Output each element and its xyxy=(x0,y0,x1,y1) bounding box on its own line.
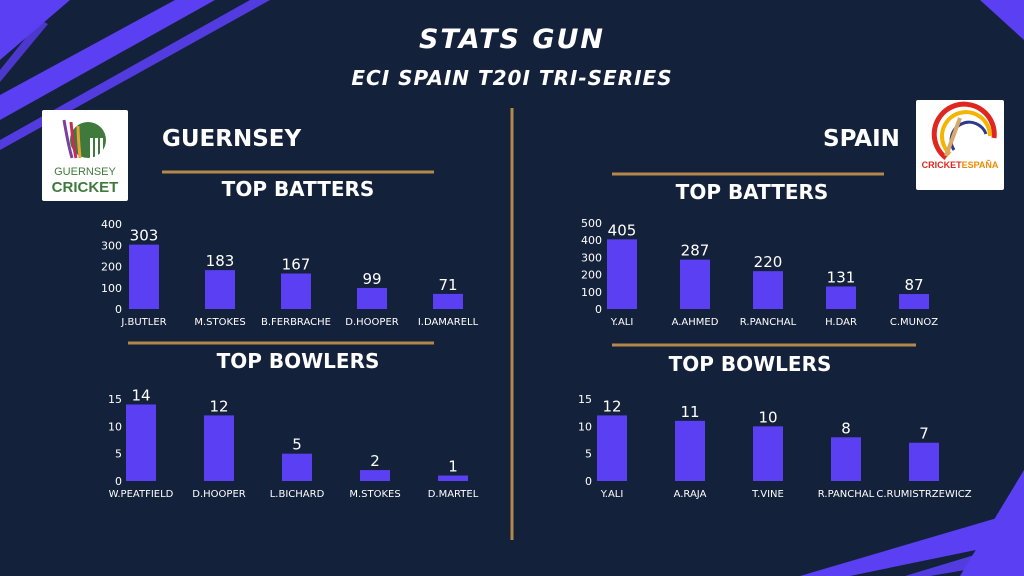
guernsey-bowlers-bar xyxy=(204,415,234,481)
guernsey-bowlers-data-label: 1 xyxy=(448,458,458,476)
guernsey-batters-bar xyxy=(281,273,311,309)
guernsey-batters-ytick: 200 xyxy=(101,261,122,274)
spain-team-name: SPAIN xyxy=(823,126,900,152)
guernsey-bowlers-heading: TOP BOWLERS xyxy=(216,349,380,373)
guernsey-bowlers-ytick: 10 xyxy=(108,420,122,433)
spain-batters-bar xyxy=(826,286,856,309)
spain-batters-data-label: 287 xyxy=(681,242,710,260)
guernsey-bowlers-bar xyxy=(126,404,156,481)
spain-logo-text: CRICKETESPAÑA xyxy=(916,160,1004,170)
spain-batters-ytick: 500 xyxy=(581,217,602,230)
spain-batters-ytick: 100 xyxy=(581,286,602,299)
guernsey-batters-ytick: 300 xyxy=(101,239,122,252)
guernsey-batters-ytick: 100 xyxy=(101,282,122,295)
spain-bowlers-ytick: 10 xyxy=(578,420,592,433)
spain-bowlers-category-label: R.PANCHAL xyxy=(818,489,875,500)
guernsey-batters-bar xyxy=(205,270,235,309)
spain-bowlers-bar xyxy=(597,415,627,481)
guernsey-batters-category-label: M.STOKES xyxy=(194,317,245,328)
guernsey-batters-data-label: 303 xyxy=(130,227,159,245)
spain-bowlers-category-label: C.RUMISTRZEWICZ xyxy=(876,489,971,500)
spain-logo-emblem xyxy=(931,101,997,160)
spain-batters-data-label: 131 xyxy=(827,268,856,286)
guernsey-batters-data-label: 167 xyxy=(282,256,311,274)
spain-bowlers-ytick: 5 xyxy=(585,448,592,461)
spain-bowlers-bar xyxy=(753,426,783,481)
spain-bowlers-bar xyxy=(675,420,705,481)
spain-bowlers-data-label: 12 xyxy=(602,397,621,415)
spain-batters-ytick: 200 xyxy=(581,269,602,282)
guernsey-bowlers-data-label: 5 xyxy=(292,436,302,454)
spain-batters-ytick: 0 xyxy=(595,303,602,316)
spain-bowlers-data-label: 11 xyxy=(680,403,699,421)
guernsey-bowlers-ytick: 0 xyxy=(115,475,122,488)
guernsey-bowlers-category-label: D.HOOPER xyxy=(192,489,245,500)
guernsey-cricket-logo: GUERNSEY CRICKET xyxy=(42,110,128,201)
guernsey-batters-ytick: 400 xyxy=(101,218,122,231)
charts-layer: 0100200300400303J.BUTLER183M.STOKES167B.… xyxy=(101,217,972,500)
page-title: STATS GUN xyxy=(418,24,606,55)
guernsey-logo-line2: CRICKET xyxy=(51,179,119,196)
spain-bowlers-data-label: 8 xyxy=(841,419,851,437)
spain-bowlers-bar xyxy=(831,437,861,481)
guernsey-bowlers-category-label: W.PEATFIELD xyxy=(109,489,174,500)
guernsey-bowlers-data-label: 2 xyxy=(370,452,380,470)
guernsey-logo-line1: GUERNSEY xyxy=(54,166,116,178)
spain-bowlers-category-label: A.RAJA xyxy=(674,489,707,500)
spain-bowlers-category-label: T.VINE xyxy=(751,489,784,500)
spain-batters-category-label: R.PANCHAL xyxy=(740,317,797,328)
spain-bowlers-bar xyxy=(909,442,939,481)
spain-batters-bar xyxy=(680,259,710,309)
guernsey-bowlers-category-label: M.STOKES xyxy=(349,489,400,500)
guernsey-batters-data-label: 71 xyxy=(438,276,457,294)
spain-batters-data-label: 220 xyxy=(754,253,783,271)
spain-batters-ytick: 400 xyxy=(581,234,602,247)
guernsey-batters-category-label: J.BUTLER xyxy=(120,317,166,328)
spain-bowlers-category-label: Y.ALI xyxy=(600,489,624,500)
guernsey-batters-data-label: 183 xyxy=(206,252,235,270)
guernsey-bowlers-bar xyxy=(282,453,312,481)
guernsey-bowlers-category-label: L.BICHARD xyxy=(270,489,325,500)
spain-batters-heading: TOP BATTERS xyxy=(675,180,829,204)
spain-batters-category-label: C.MUNOZ xyxy=(890,317,938,328)
spain-bowlers-ytick: 15 xyxy=(578,393,592,406)
spain-bowlers-ytick: 0 xyxy=(585,475,592,488)
guernsey-team-name: GUERNSEY xyxy=(162,126,302,152)
guernsey-batters-category-label: I.DAMARELL xyxy=(418,317,479,328)
guernsey-batters-bar xyxy=(433,293,463,309)
spain-logo-text-orange: ESPAÑA xyxy=(961,160,999,170)
guernsey-bowlers-data-label: 14 xyxy=(131,386,150,404)
spain-batters-category-label: H.DAR xyxy=(825,317,857,328)
guernsey-bowlers-bar xyxy=(438,475,468,481)
spain-batters-data-label: 405 xyxy=(608,221,637,239)
guernsey-batters-category-label: D.HOOPER xyxy=(345,317,398,328)
guernsey-batters-bar xyxy=(357,287,387,309)
spain-batters-bar xyxy=(607,239,637,309)
guernsey-batters-category-label: B.FERBRACHE xyxy=(261,317,331,328)
cricket-espana-logo: CRICKETESPAÑA xyxy=(916,100,1004,190)
spain-logo-text-red: CRICKET xyxy=(921,160,962,170)
guernsey-logo-emblem xyxy=(62,119,106,159)
guernsey-bowlers-category-label: D.MARTEL xyxy=(428,489,479,500)
spain-bowlers-data-label: 7 xyxy=(919,425,929,443)
guernsey-bowlers-data-label: 12 xyxy=(209,397,228,415)
spain-batters-category-label: A.AHMED xyxy=(672,317,719,328)
guernsey-bowlers-bar xyxy=(360,470,390,481)
guernsey-bowlers-ytick: 5 xyxy=(115,448,122,461)
guernsey-batters-heading: TOP BATTERS xyxy=(221,177,375,201)
guernsey-bowlers-ytick: 15 xyxy=(108,393,122,406)
spain-bowlers-data-label: 10 xyxy=(758,408,777,426)
guernsey-batters-data-label: 99 xyxy=(362,270,381,288)
spain-batters-bar xyxy=(899,294,929,309)
guernsey-batters-ytick: 0 xyxy=(115,303,122,316)
spain-batters-category-label: Y.ALI xyxy=(610,317,634,328)
spain-bowlers-heading: TOP BOWLERS xyxy=(668,352,832,376)
page-subtitle: ECI SPAIN T20I TRI-SERIES xyxy=(351,66,673,90)
guernsey-batters-bar xyxy=(129,244,159,309)
spain-batters-data-label: 87 xyxy=(904,276,923,294)
spain-batters-ytick: 300 xyxy=(581,251,602,264)
spain-batters-bar xyxy=(753,271,783,309)
